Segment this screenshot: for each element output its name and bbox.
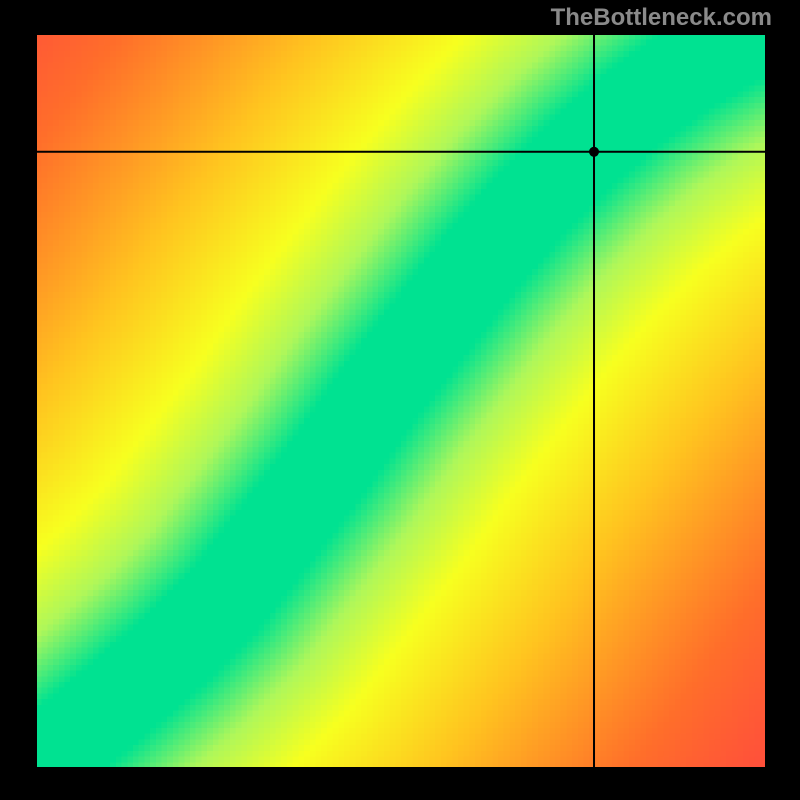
- bottleneck-heatmap: [36, 34, 766, 768]
- chart-root: TheBottleneck.com: [0, 0, 800, 800]
- watermark-text: TheBottleneck.com: [551, 4, 772, 32]
